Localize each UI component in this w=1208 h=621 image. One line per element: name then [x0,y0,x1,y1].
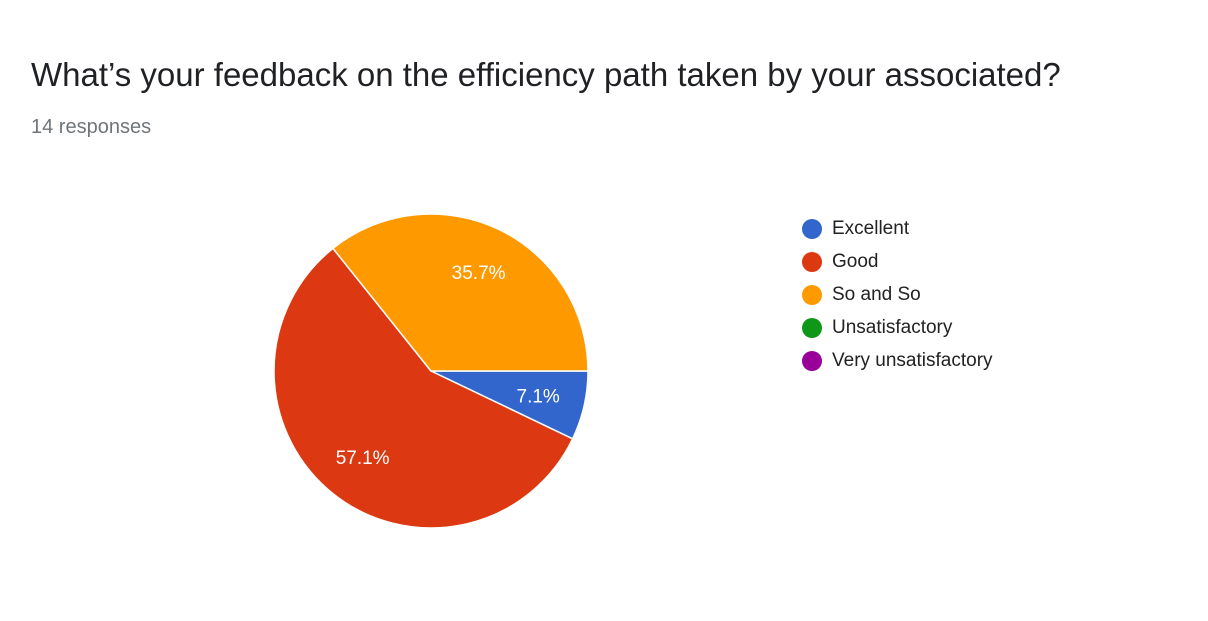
pie-slice-so-and-so[interactable] [331,213,589,372]
slice-label: 57.1% [336,448,390,469]
legend-swatch-icon [802,350,822,371]
legend-swatch-icon [802,218,822,239]
legend-swatch-icon [802,317,822,338]
question-title: What’s your feedback on the efficiency p… [31,56,1061,93]
legend-swatch-icon [802,251,822,272]
response-count: 14 responses [31,116,152,138]
pie-slice-good[interactable] [273,247,574,529]
chart-legend: Excellent Good So and So Unsatisfactory Very… [802,212,993,377]
legend-item[interactable]: Good [802,245,993,278]
legend-label: Good [832,250,879,272]
legend-label: Very unsatisfactory [832,349,993,371]
legend-item[interactable]: Very unsatisfactory [802,344,993,377]
legend-item[interactable]: Excellent [802,212,993,245]
slice-label: 7.1% [517,386,560,407]
legend-label: So and So [832,283,921,305]
legend-item[interactable]: So and So [802,278,993,311]
legend-item[interactable]: Unsatisfactory [802,311,993,344]
legend-swatch-icon [802,284,822,305]
legend-label: Unsatisfactory [832,316,953,338]
legend-label: Excellent [832,217,910,239]
slice-label: 35.7% [452,263,506,284]
